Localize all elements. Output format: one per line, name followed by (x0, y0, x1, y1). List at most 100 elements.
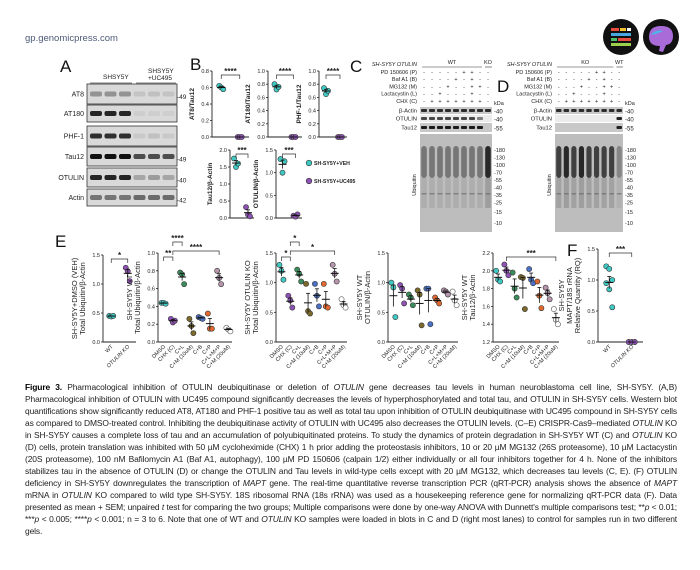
ubiquitin-label: Ubiquitin (547, 174, 553, 195)
data-point (316, 303, 322, 310)
blot-band (162, 175, 175, 180)
blot-band (556, 193, 562, 195)
molecular-weight-marker: -40 (625, 110, 634, 116)
molecular-weight-marker: -70 (625, 171, 633, 177)
treatment-label: MG132 (M) (524, 84, 552, 90)
caption-text: OTULIN (333, 382, 364, 392)
treatment-sign: - (596, 84, 598, 90)
molecular-weight-marker: -40 (494, 118, 503, 124)
blot-band (429, 126, 435, 129)
blot-band (133, 111, 146, 116)
data-point (409, 302, 416, 309)
blot-band (437, 109, 443, 112)
site-url[interactable]: gp.genomicpress.com (25, 33, 118, 44)
ubiquitin-smear (556, 146, 562, 178)
x-tick-label: WT (104, 344, 115, 355)
legend-label: SH-SY5Y+UC495 (314, 179, 355, 185)
treatment-sign: - (588, 92, 590, 98)
treatment-sign: + (603, 92, 606, 98)
treatment-sign: - (611, 70, 613, 76)
treatment-sign: - (447, 77, 449, 83)
treatment-sign: - (573, 77, 575, 83)
x-tick-label: C+L (403, 344, 414, 355)
blot-band (90, 154, 102, 159)
blot-band (162, 91, 175, 97)
legend-label: SH-SY5Y+VEH (314, 161, 350, 167)
blot-row-label: Tau12 (536, 126, 552, 132)
data-point (449, 288, 456, 295)
y-tick-label: 0.6 (201, 86, 209, 92)
treatment-sign: - (558, 84, 560, 90)
blot-band (133, 91, 146, 97)
treatment-sign: + (470, 77, 473, 83)
blot-band (119, 111, 131, 116)
blot-band (119, 133, 131, 139)
data-point (243, 204, 249, 211)
treatment-sign: - (487, 77, 489, 83)
blot-row-label: β-Actin (534, 109, 552, 115)
x-tick-label: OTULIN KO (610, 344, 636, 370)
blot-band (586, 109, 592, 112)
significance-bracket (325, 74, 341, 79)
data-point (298, 278, 305, 285)
data-point (186, 315, 193, 322)
molecular-weight-marker: -40 (625, 186, 633, 192)
treatment-sign: - (611, 77, 613, 83)
data-point (303, 280, 309, 287)
data-point (231, 155, 237, 162)
data-point (235, 160, 241, 167)
ubiquitin-smear (616, 146, 622, 178)
blot-band (608, 109, 615, 112)
data-point (181, 281, 188, 288)
significance-bracket (281, 256, 291, 261)
y-tick-label: 0.5 (92, 311, 100, 317)
caption-text: < 0.01; *** (25, 502, 678, 524)
treatment-sign: + (572, 99, 575, 105)
data-point (538, 305, 545, 312)
y-tick-label: 0.2 (147, 322, 155, 328)
treatment-sign: - (487, 70, 489, 76)
treatment-sign: - (431, 92, 433, 98)
blot-band (453, 193, 459, 195)
y-tick-label: 0.0 (92, 340, 100, 346)
significance-bracket (235, 153, 249, 158)
molecular-weight-marker: -42 (177, 198, 187, 205)
plot-f: 0.0 0.5 1.0 1.5 SH-SY5Y MAPT/18S rRNA Relative… (557, 245, 643, 369)
data-point (453, 302, 460, 309)
treatment-sign: - (431, 70, 433, 76)
data-point (199, 315, 206, 322)
treatment-sign: - (581, 92, 583, 98)
significance-label: **** (224, 67, 237, 76)
plot-e5: 1.2 1.4 1.6 1.8 2.0 2.2 SH-SY5Y WT Tau12/β-Acti… (460, 249, 561, 370)
treatment-sign: - (423, 84, 425, 90)
blot-band (104, 175, 117, 180)
blot-band (148, 154, 160, 159)
blot-row-label: AT8 (72, 92, 84, 99)
data-point (546, 296, 553, 303)
significance-label: *** (526, 249, 536, 258)
y-tick-label: 0.5 (265, 193, 273, 199)
data-point (276, 261, 283, 268)
y-tick-label: 0.0 (377, 340, 385, 346)
y-tick-label: 0.6 (147, 287, 155, 293)
blot-band (429, 117, 435, 120)
data-point (329, 261, 336, 268)
blot-band (445, 193, 451, 195)
treatment-sign: - (447, 70, 449, 76)
blot-band (593, 109, 600, 112)
molecular-weight-marker: -25 (494, 201, 502, 207)
y-axis-label: OTULIN/β-Actin (363, 271, 372, 324)
molecular-weight-marker: -10 (494, 221, 502, 227)
treatment-label: Lactacystin (L) (381, 92, 417, 98)
molecular-weight-marker: -40 (494, 186, 502, 192)
y-axis-label: SH-SY5Y WT (355, 274, 364, 320)
data-point (609, 304, 616, 311)
significance-label: * (293, 234, 297, 243)
data-point (606, 265, 613, 272)
y-tick-label: 0.5 (219, 199, 227, 205)
blot-row-label: Tau12 (65, 154, 84, 161)
treatment-sign: + (580, 99, 583, 105)
data-point (280, 276, 287, 283)
blot-band (421, 193, 427, 195)
blot-band (461, 126, 467, 129)
